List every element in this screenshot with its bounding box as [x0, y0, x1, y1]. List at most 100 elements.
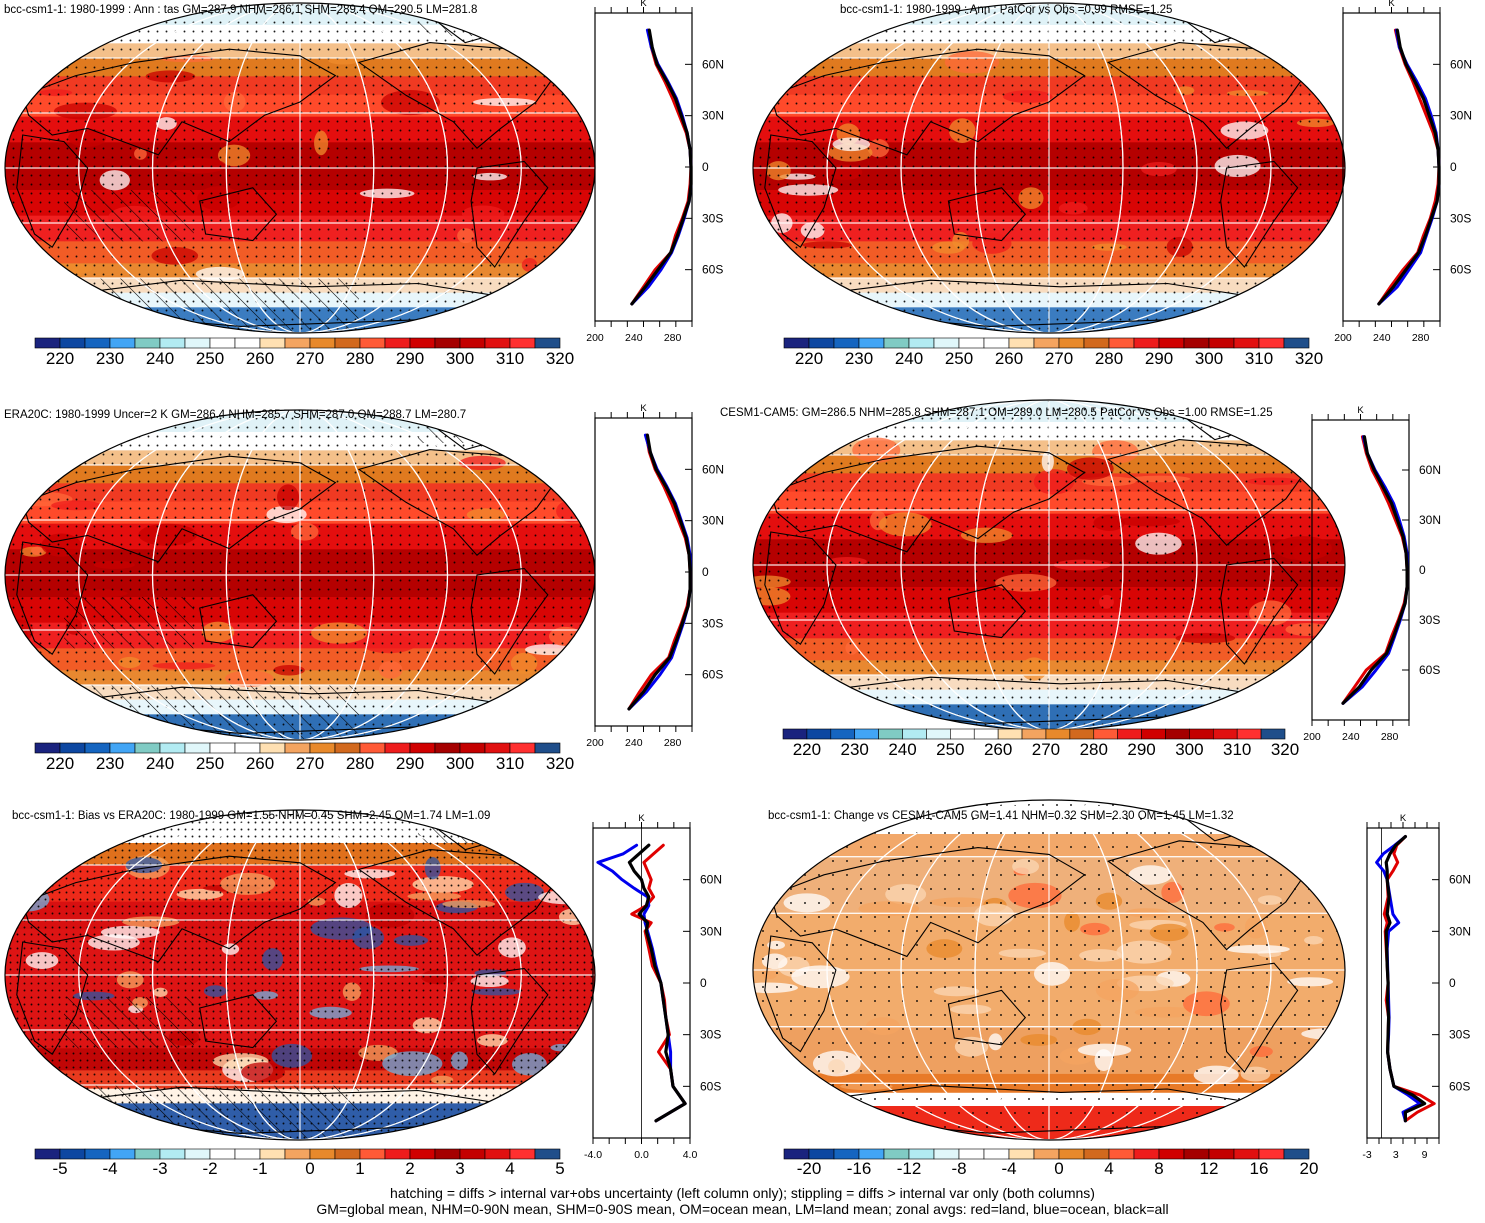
colorbar-swatch — [484, 1148, 511, 1160]
colorbar-swatch — [1069, 728, 1095, 740]
meridian-line — [225, 810, 375, 1140]
coastline-south-america — [1220, 557, 1299, 665]
colorbar-swatch — [309, 1148, 336, 1160]
colorbar-swatch — [459, 1148, 486, 1160]
panel-title: bcc-csm1-1: Bias vs ERA20C: 1980-1999 GM… — [12, 810, 490, 822]
colorbar-tick-label: 260 — [246, 349, 274, 368]
colorbar-swatch — [234, 337, 261, 349]
colorbar-swatch — [384, 1148, 411, 1160]
colorbar-tick-label: 250 — [945, 349, 973, 368]
colorbar-tick-label: 320 — [1295, 349, 1323, 368]
colorbar-tick-label: 280 — [1080, 740, 1108, 759]
colorbar-tick-label: 270 — [1045, 349, 1073, 368]
zonal-lat-label: 60S — [1449, 1079, 1470, 1093]
colorbar-swatch — [830, 728, 856, 740]
zonal-x-tick-label: 0.0 — [634, 1149, 649, 1161]
colorbar-swatch — [1258, 1148, 1285, 1160]
colorbar-swatch — [1093, 728, 1118, 740]
zonal-lat-label: 60S — [700, 1079, 721, 1093]
coastline-eurasia — [770, 445, 1086, 553]
colorbar-swatch — [209, 337, 236, 349]
zonal-lat-label: 0 — [700, 976, 707, 990]
colorbar-swatch — [1108, 337, 1135, 349]
panel-title: bcc-csm1-1: 1980-1999 : Ann : tas GM=287… — [4, 4, 477, 16]
coastline-africa — [764, 134, 837, 249]
map-blob — [11, 243, 34, 267]
colorbar-6: -20 -16 -12 -8 -4 0 4 8 12 16 20 — [783, 1148, 1319, 1178]
meridian-line — [225, 3, 375, 333]
colorbar-tick-label: 320 — [1271, 740, 1299, 759]
colorbar-swatch — [259, 337, 286, 349]
colorbar-tick-label: -12 — [897, 1159, 922, 1178]
coastline-australia — [947, 989, 1027, 1046]
colorbar-tick-label: -2 — [202, 1159, 217, 1178]
coastline-north-america — [1106, 439, 1311, 546]
map-panel-3 — [5, 410, 595, 740]
map-outline — [752, 2, 1346, 334]
coastline-north-america — [357, 42, 561, 149]
zonal-lat-label: 60S — [702, 263, 723, 277]
zonal-lat-label: 30S — [1419, 613, 1440, 627]
colorbar-tick-label: 20 — [1300, 1159, 1319, 1178]
colorbar-swatch — [409, 742, 436, 754]
colorbar-swatch — [459, 742, 486, 754]
colorbar-swatch — [908, 1148, 935, 1160]
zonal-unit-label: K — [640, 403, 647, 414]
colorbar-tick-label: 280 — [346, 754, 374, 773]
zonal-x-tick-label: 9 — [1422, 1149, 1428, 1161]
colorbar-swatch — [184, 742, 211, 754]
colorbar-tick-label: 220 — [795, 349, 823, 368]
colorbar-swatch — [1133, 337, 1160, 349]
zonal-unit-label: K — [1357, 405, 1364, 416]
colorbar-swatch — [858, 337, 885, 349]
colorbar-swatch — [434, 742, 461, 754]
colorbar-swatch — [1158, 337, 1185, 349]
colorbar-swatch — [284, 337, 311, 349]
colorbar-swatch — [997, 728, 1023, 740]
colorbar-swatch — [334, 742, 361, 754]
map-panel-1 — [5, 3, 595, 333]
colorbar-swatch — [34, 1148, 61, 1160]
colorbar-tick-label: 290 — [396, 349, 424, 368]
colorbar-tick-label: 300 — [1195, 349, 1223, 368]
colorbar-swatch — [1258, 337, 1285, 349]
colorbar-swatch — [1283, 1148, 1310, 1160]
zonal-frame — [594, 417, 693, 727]
zonal-x-tick-label: -4.0 — [584, 1149, 602, 1161]
zonal-lat-label: 30S — [702, 616, 723, 630]
colorbar-swatch — [209, 1148, 236, 1160]
colorbar-swatch — [1033, 337, 1060, 349]
colorbar-swatch — [958, 337, 985, 349]
colorbar-swatch — [1183, 337, 1210, 349]
colorbar-swatch — [59, 742, 86, 754]
colorbar-tick-label: 250 — [936, 740, 964, 759]
coastline-australia — [947, 187, 1027, 242]
colorbar-tick-label: 1 — [355, 1159, 364, 1178]
meridian-line — [826, 800, 1272, 1140]
colorbar-swatch — [1208, 337, 1235, 349]
zonal-series-blue — [1375, 835, 1422, 1123]
panel-title: bcc-csm1-1: 1980-1999 : Ann : PatCor vs … — [840, 4, 1172, 16]
zonal-x-tick-label: 280 — [1412, 332, 1430, 344]
colorbar-swatch — [359, 1148, 386, 1160]
zonal-series-black — [1341, 435, 1409, 705]
colorbar-swatch — [1212, 728, 1238, 740]
coastline-north-america — [1106, 42, 1311, 149]
colorbar-swatch — [484, 742, 511, 754]
coastline-eurasia — [770, 847, 1086, 958]
colorbar-swatch — [284, 742, 311, 754]
coastline-south-america — [470, 967, 549, 1075]
zonal-x-tick-label: 240 — [625, 332, 643, 344]
colorbar-5: -5 -4 -3 -2 -1 0 1 2 3 4 5 — [34, 1148, 565, 1178]
colorbar-swatch — [384, 337, 411, 349]
colorbar-swatch — [259, 1148, 286, 1160]
colorbar-tick-label: 310 — [1245, 349, 1273, 368]
colorbar-swatch — [983, 1148, 1010, 1160]
coastline-south-america — [1220, 962, 1299, 1073]
colorbar-tick-label: -4 — [102, 1159, 117, 1178]
colorbar-swatch — [1021, 728, 1047, 740]
colorbar-tick-label: -4 — [1001, 1159, 1016, 1178]
colorbar-tick-label: 240 — [146, 349, 174, 368]
zonal-x-tick-label: 200 — [586, 332, 604, 344]
